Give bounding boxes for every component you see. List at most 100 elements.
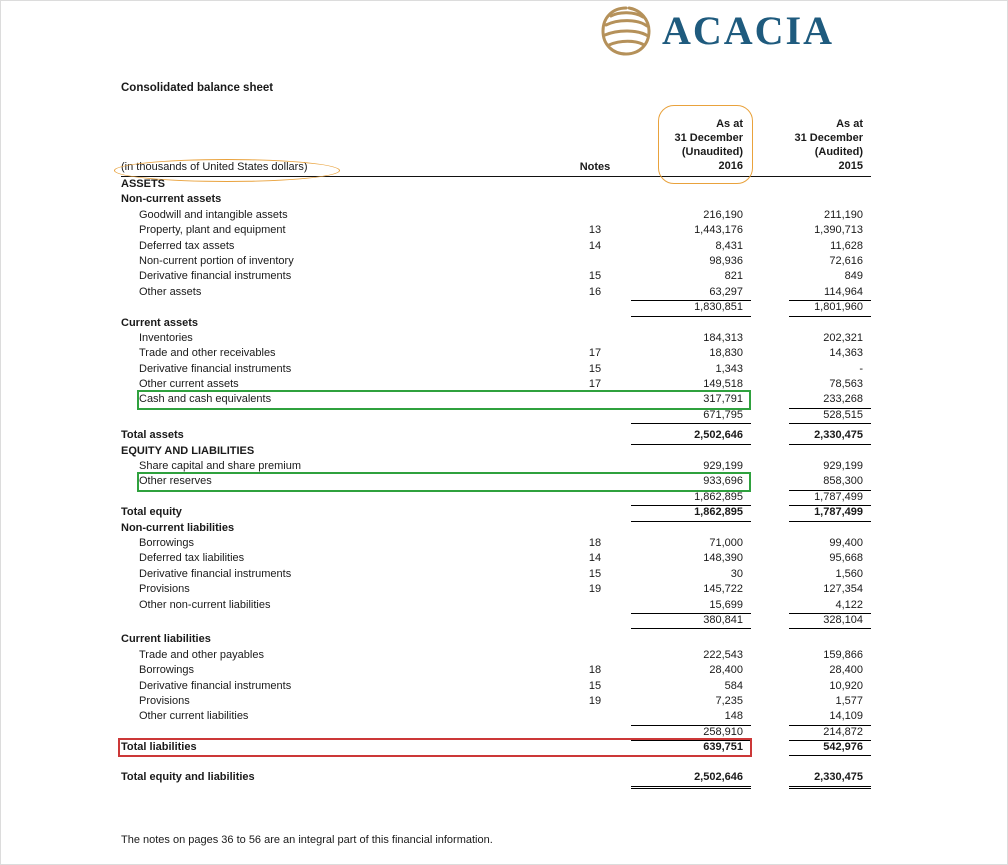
row-label: Derivative financial instruments xyxy=(139,362,292,375)
value-2016: 222,543 xyxy=(703,648,743,661)
value-2016: 821 xyxy=(724,270,743,283)
subtotal-row: 380,841 328,104 xyxy=(121,613,871,630)
row-label: Other reserves xyxy=(139,475,212,488)
value-2015: 78,563 xyxy=(829,378,863,391)
document-title: Consolidated balance sheet xyxy=(121,82,274,94)
item-row: Borrowings 18 28,400 28,400 xyxy=(121,663,871,678)
row-note xyxy=(561,490,629,506)
gap xyxy=(751,740,789,756)
row-label: Trade and other payables xyxy=(139,648,264,661)
value-2015: 2,330,475 xyxy=(789,770,871,789)
acacia-logo-text: ACACIA xyxy=(662,8,834,53)
row-note xyxy=(561,521,629,536)
row-note xyxy=(561,505,629,521)
row-label: Trade and other receivables xyxy=(139,347,276,360)
gap xyxy=(751,269,789,284)
row-label: Other current liabilities xyxy=(139,710,249,723)
row-label: Other current assets xyxy=(139,378,239,391)
row-note xyxy=(561,459,629,474)
row-label: Non-current assets xyxy=(121,193,222,206)
row-note: 19 xyxy=(588,694,602,707)
value-2015: 1,560 xyxy=(835,567,863,580)
row-note xyxy=(561,632,629,647)
row-label: ASSETS xyxy=(121,178,166,190)
value-2016: 28,400 xyxy=(709,664,743,677)
row-note: 13 xyxy=(588,224,602,237)
value-2015: 211,190 xyxy=(824,208,863,221)
value-2015: 849 xyxy=(844,270,863,283)
row-note: 15 xyxy=(588,270,602,283)
value-2015: 14,363 xyxy=(829,347,863,360)
value-2016 xyxy=(631,177,751,192)
gap xyxy=(751,613,789,629)
gap xyxy=(751,536,789,551)
item-row: Non-current portion of inventory 98,936 72… xyxy=(121,254,871,269)
row-note xyxy=(561,254,629,269)
value-2016: 1,862,895 xyxy=(631,490,751,507)
row-note xyxy=(561,208,629,223)
value-2015: 114,964 xyxy=(789,285,871,302)
row-label: Borrowings xyxy=(139,536,195,549)
row-label: Borrowings xyxy=(139,664,195,677)
value-2016: 15,699 xyxy=(631,598,751,614)
row-label: Inventories xyxy=(139,331,193,344)
gap xyxy=(751,505,789,521)
gap xyxy=(751,551,789,566)
gap xyxy=(751,709,789,725)
row-label: Non-current portion of inventory xyxy=(139,254,294,267)
value-2016: 7,235 xyxy=(715,694,743,707)
gap xyxy=(751,582,789,597)
value-2016: 184,313 xyxy=(703,331,743,344)
row-note xyxy=(561,392,629,408)
gap xyxy=(751,300,789,316)
value-2016 xyxy=(631,192,751,207)
value-2016: 71,000 xyxy=(709,536,743,549)
row-note xyxy=(561,444,629,459)
value-2015: 202,321 xyxy=(823,331,863,344)
gap xyxy=(751,679,789,694)
item-row: Derivative financial instruments 15 821 849 xyxy=(121,269,871,284)
value-2016: 584 xyxy=(724,679,743,692)
item-row: Provisions 19 7,235 1,577 xyxy=(121,694,871,709)
row-label: Total assets xyxy=(121,429,184,442)
value-2016 xyxy=(631,444,751,459)
row-note: 15 xyxy=(588,567,602,580)
row-note xyxy=(561,177,629,192)
gap xyxy=(751,598,789,614)
gap xyxy=(751,428,789,444)
section-row: EQUITY AND LIABILITIES xyxy=(121,444,871,459)
row-note: 14 xyxy=(588,239,602,252)
row-note xyxy=(561,770,629,788)
row-label: Total equity xyxy=(121,506,182,519)
row-note xyxy=(561,709,629,725)
row-label: Share capital and share premium xyxy=(139,460,302,473)
gap xyxy=(751,239,789,254)
value-2015: 233,268 xyxy=(789,392,871,409)
subtotal-row: 671,795 528,515 xyxy=(121,408,871,425)
value-2015: 11,628 xyxy=(830,239,863,252)
gap xyxy=(751,770,789,788)
gap xyxy=(751,254,789,269)
row-label: Goodwill and intangible assets xyxy=(139,208,288,221)
gap xyxy=(751,223,789,238)
gap xyxy=(751,521,789,536)
value-2016: 30 xyxy=(730,567,743,580)
value-2016: 1,443,176 xyxy=(694,224,743,237)
gap xyxy=(751,377,789,392)
item-row: Provisions 19 145,722 127,354 xyxy=(121,582,871,597)
row-label: Derivative financial instruments xyxy=(139,567,292,580)
item-row: Borrowings 18 71,000 99,400 xyxy=(121,536,871,551)
value-2016: 929,199 xyxy=(703,460,743,473)
column-header-2016: As at 31 December (Unaudited) 2016 xyxy=(674,118,744,172)
row-note xyxy=(561,331,629,346)
row-label: Cash and cash equivalents xyxy=(139,393,272,406)
value-2016: 148 xyxy=(631,709,751,726)
gap xyxy=(751,490,789,506)
item-row: Goodwill and intangible assets 216,190 211… xyxy=(121,208,871,223)
total-row: Total assets 2,502,646 2,330,475 xyxy=(121,428,871,445)
gap xyxy=(751,725,789,741)
item-row: Other current liabilities 148 14,109 xyxy=(121,709,871,726)
row-note: 15 xyxy=(588,362,602,375)
value-2015: 72,616 xyxy=(829,254,863,267)
value-2015: 528,515 xyxy=(789,408,871,425)
